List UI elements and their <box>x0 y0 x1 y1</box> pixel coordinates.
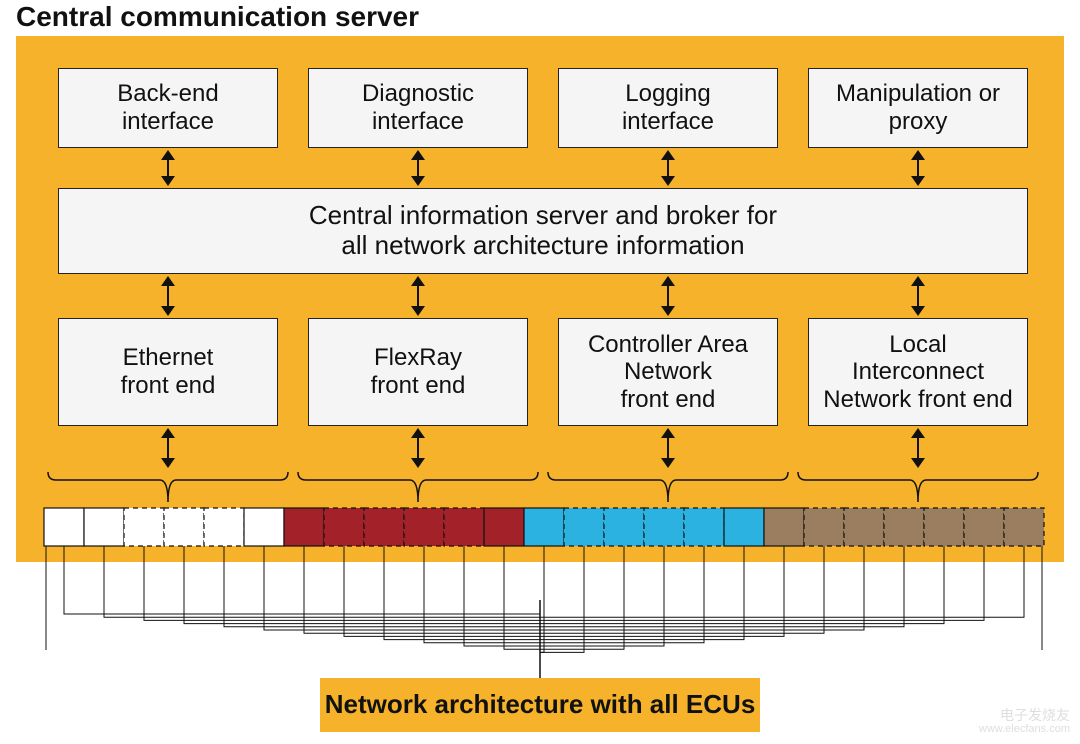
box-eth: Ethernetfront end <box>58 318 278 426</box>
box-diag: Diagnosticinterface <box>308 68 528 148</box>
box-manip: Manipulation orproxy <box>808 68 1028 148</box>
box-lin: LocalInterconnectNetwork front end <box>808 318 1028 426</box>
box-server: Central information server and broker fo… <box>58 188 1028 274</box>
box-backend: Back-endinterface <box>58 68 278 148</box>
box-flex: FlexRayfront end <box>308 318 528 426</box>
box-can: Controller AreaNetworkfront end <box>558 318 778 426</box>
diagram-title: Central communication server <box>16 2 716 32</box>
box-logging: Logginginterface <box>558 68 778 148</box>
footer-box: Network architecture with all ECUs <box>320 678 760 732</box>
watermark: 电子发烧友www.elecfans.com <box>850 696 1070 736</box>
diagram-stage: Central communication server Back-endinte… <box>0 0 1080 744</box>
